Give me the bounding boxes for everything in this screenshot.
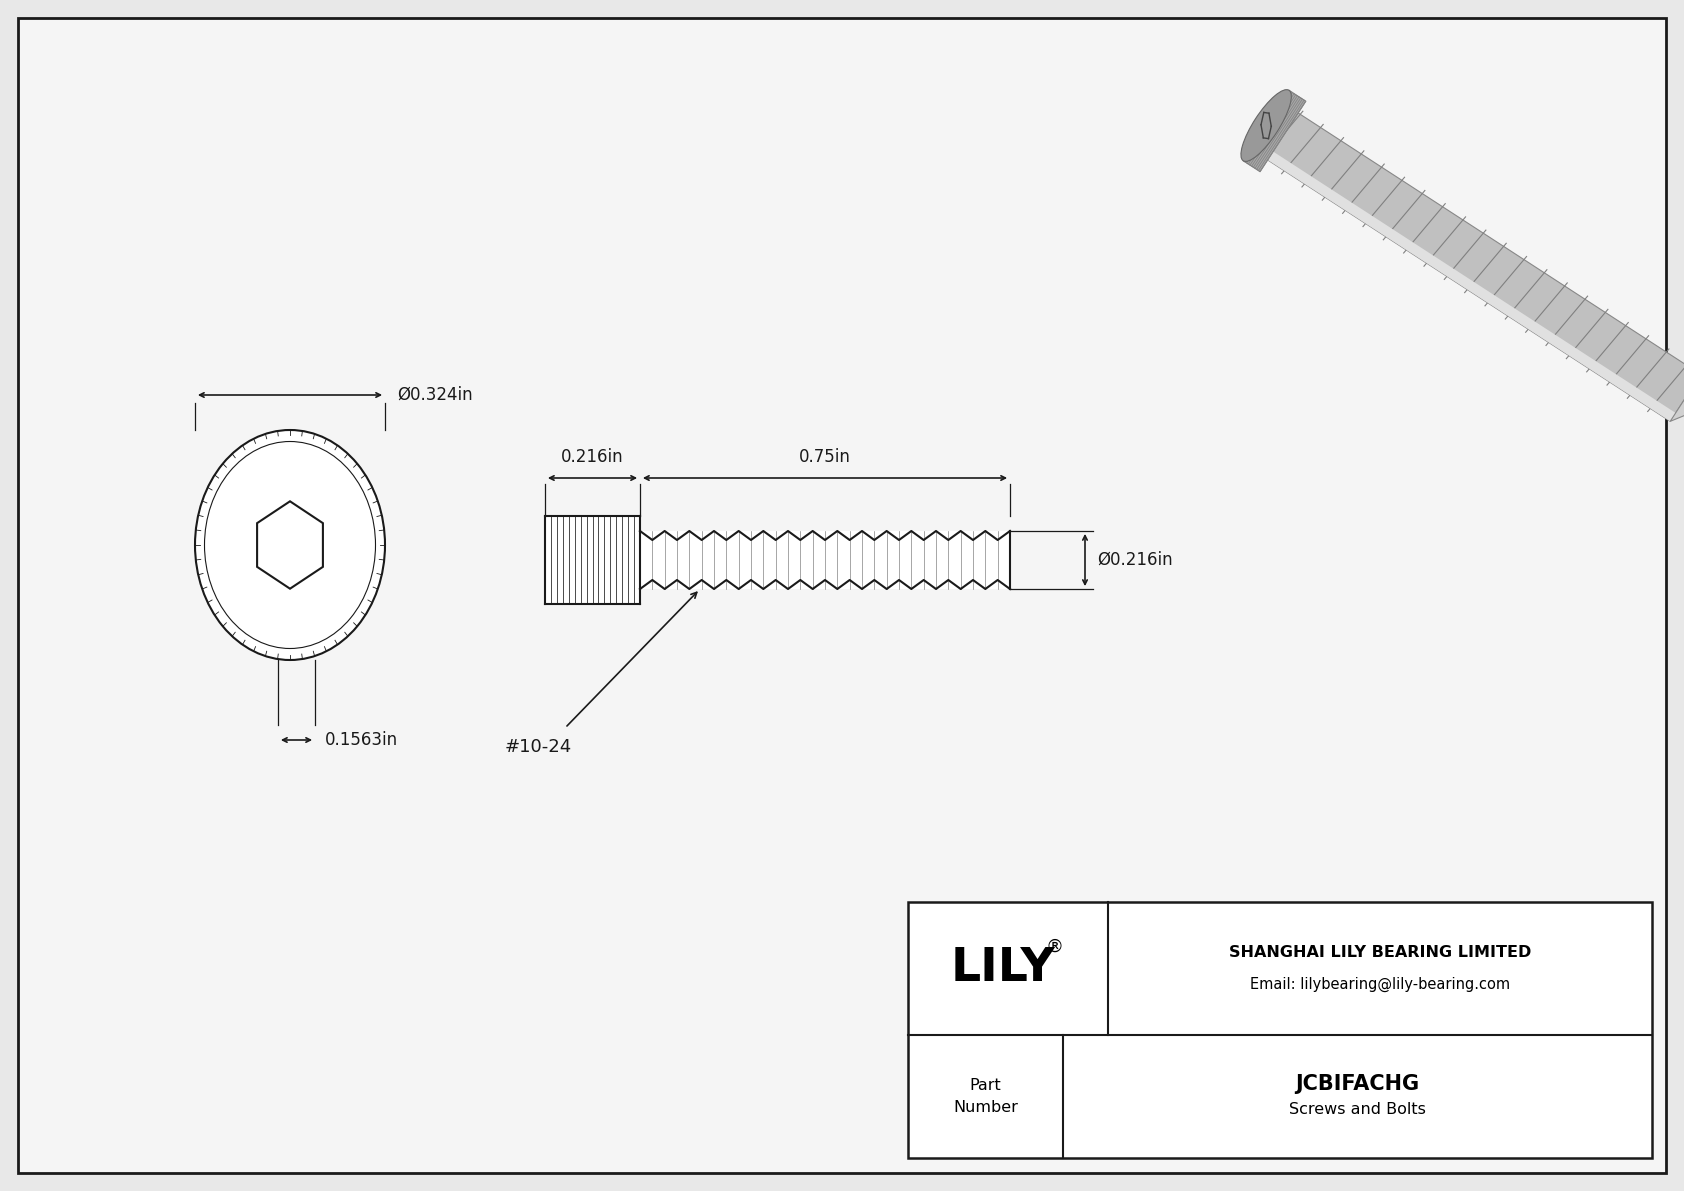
Bar <box>908 902 1652 1158</box>
Ellipse shape <box>1241 89 1292 162</box>
Text: Email: lilybearing@lily-bearing.com: Email: lilybearing@lily-bearing.com <box>1250 977 1511 992</box>
Text: 0.216in: 0.216in <box>561 448 623 466</box>
Text: 0.1563in: 0.1563in <box>325 731 397 749</box>
Text: JCBIFACHG: JCBIFACHG <box>1295 1073 1420 1093</box>
Text: Screws and Bolts: Screws and Bolts <box>1288 1102 1426 1117</box>
Polygon shape <box>1671 374 1684 422</box>
Text: Ø0.324in: Ø0.324in <box>397 386 473 404</box>
Bar <box>640 531 1010 590</box>
Polygon shape <box>258 501 323 588</box>
Text: SHANGHAI LILY BEARING LIMITED: SHANGHAI LILY BEARING LIMITED <box>1229 944 1531 960</box>
Text: 0.75in: 0.75in <box>800 448 850 466</box>
Text: Number: Number <box>953 1100 1017 1115</box>
Text: ®: ® <box>1046 937 1063 955</box>
Polygon shape <box>1263 149 1676 422</box>
Polygon shape <box>1243 91 1305 172</box>
Ellipse shape <box>195 430 386 660</box>
Polygon shape <box>1263 111 1684 422</box>
Text: Ø0.216in: Ø0.216in <box>1096 551 1172 569</box>
Text: LILY: LILY <box>951 946 1056 991</box>
Text: #10-24: #10-24 <box>505 738 573 756</box>
Text: Part: Part <box>970 1078 1002 1093</box>
Bar <box>546 516 640 604</box>
